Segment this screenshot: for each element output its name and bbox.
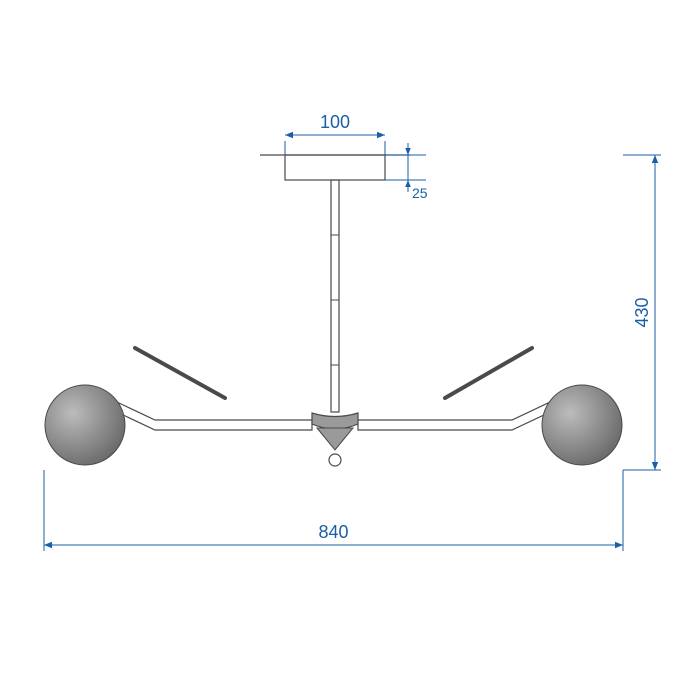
accent-rod-right	[445, 348, 532, 398]
finial-ball	[329, 454, 341, 466]
globe-right	[542, 385, 622, 465]
technical-drawing: 840 430 100 25	[0, 0, 700, 700]
dim-width-label: 840	[318, 522, 348, 542]
canopy	[285, 155, 385, 180]
dim-canopy-height-label: 25	[412, 185, 428, 201]
down-rod	[331, 180, 339, 412]
globe-left	[45, 385, 125, 465]
dim-canopy-width-label: 100	[320, 112, 350, 132]
accent-rod-left	[135, 348, 225, 398]
hub	[312, 413, 358, 429]
hub-cone	[317, 428, 353, 450]
dim-height-label: 430	[632, 297, 652, 327]
